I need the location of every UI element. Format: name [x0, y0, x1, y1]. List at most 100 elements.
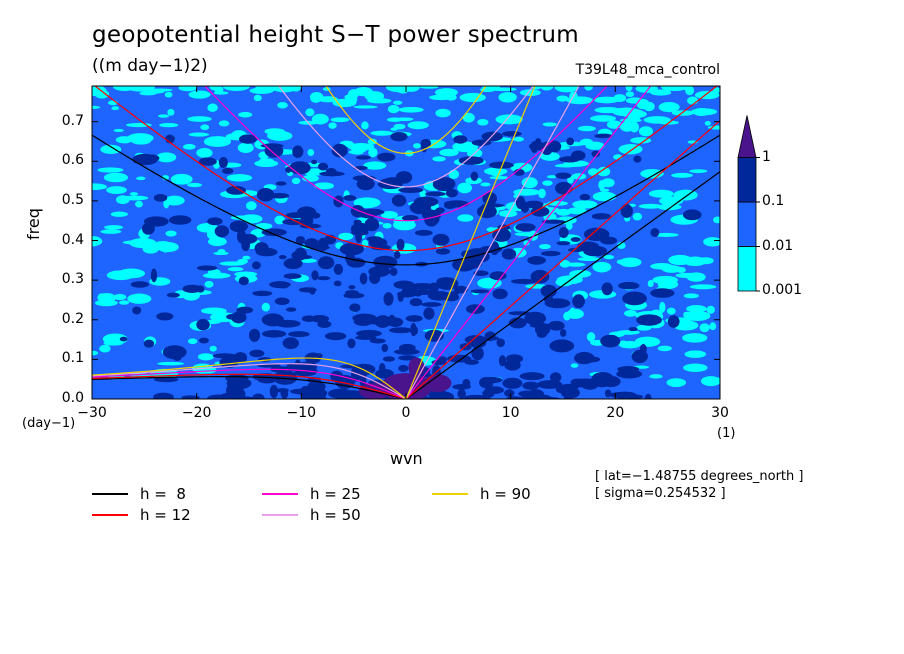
high-power-patch: [130, 281, 149, 288]
low-power-patch: [126, 86, 154, 92]
low-power-patch: [238, 111, 253, 118]
high-power-patch: [182, 284, 202, 293]
high-power-patch: [231, 222, 240, 229]
low-power-patch: [565, 276, 583, 281]
low-power-patch: [638, 126, 654, 137]
low-power-patch: [183, 143, 196, 150]
low-power-patch: [200, 124, 210, 131]
high-power-patch: [198, 157, 217, 166]
low-power-patch: [367, 138, 378, 145]
low-power-patch: [94, 299, 118, 307]
high-power-patch: [166, 292, 180, 298]
high-power-patch: [324, 332, 347, 341]
low-power-patch: [650, 263, 674, 270]
low-power-patch: [237, 142, 254, 154]
high-power-patch: [452, 258, 476, 272]
low-power-patch: [606, 120, 622, 129]
low-power-patch: [129, 192, 139, 196]
high-power-patch: [445, 188, 458, 198]
high-power-patch: [508, 317, 527, 329]
high-power-patch: [274, 297, 290, 305]
low-power-patch: [653, 232, 679, 237]
low-power-patch: [99, 344, 111, 353]
high-power-patch: [579, 193, 591, 201]
low-power-patch: [113, 293, 127, 301]
high-power-patch: [441, 392, 455, 399]
low-power-patch: [190, 92, 204, 99]
dispersion-curve-h25: [92, 368, 407, 399]
low-power-patch: [683, 311, 691, 316]
low-power-patch: [266, 130, 293, 141]
high-power-patch: [325, 168, 337, 176]
low-power-patch: [498, 92, 517, 103]
high-power-patch: [540, 250, 561, 257]
high-power-patch: [432, 233, 450, 246]
high-power-patch: [356, 177, 375, 191]
high-power-patch: [292, 145, 304, 158]
high-power-patch: [347, 338, 356, 349]
low-power-patch: [94, 89, 110, 99]
low-power-patch: [222, 86, 250, 92]
high-power-patch: [473, 270, 489, 277]
low-power-patch: [217, 249, 226, 255]
chart-units: ((m day−1)2): [92, 56, 208, 76]
high-power-patch: [226, 313, 240, 320]
high-power-patch: [252, 290, 273, 297]
high-power-patch: [631, 349, 648, 364]
low-power-patch: [165, 230, 177, 237]
low-power-patch: [712, 87, 720, 93]
x-tick-label: 30: [711, 405, 729, 421]
latitude-note: [ lat=−1.48755 degrees_north ]: [595, 469, 804, 484]
high-power-patch: [399, 343, 416, 352]
high-power-patch: [489, 161, 514, 169]
low-power-patch: [318, 96, 339, 103]
high-power-patch: [294, 247, 307, 261]
high-power-patch: [397, 292, 404, 302]
high-power-patch: [156, 312, 174, 321]
high-power-patch: [375, 368, 394, 379]
x-tick-label: 20: [606, 405, 625, 421]
high-power-patch: [468, 337, 487, 349]
high-power-patch: [393, 250, 401, 259]
y-tick-label: 0.7: [61, 112, 84, 129]
high-power-patch: [143, 339, 155, 348]
y-axis-unit: (day−1): [22, 416, 76, 431]
colorbar-segment: [737, 246, 757, 292]
low-power-patch: [187, 182, 203, 188]
high-power-patch: [549, 372, 562, 383]
legend-swatch: [92, 493, 128, 495]
low-power-patch: [477, 118, 489, 126]
high-power-patch: [541, 219, 566, 224]
high-power-patch: [489, 241, 500, 256]
dispersion-curve-h90: [92, 357, 407, 399]
high-power-patch: [153, 376, 179, 383]
high-power-patch: [353, 316, 374, 326]
low-power-patch: [393, 123, 406, 130]
high-power-patch: [682, 209, 702, 221]
low-power-patch: [110, 211, 129, 217]
high-power-patch: [276, 388, 289, 393]
high-power-patch: [373, 255, 398, 269]
low-power-patch: [635, 86, 659, 93]
high-power-patch: [524, 311, 547, 326]
low-power-patch: [624, 310, 638, 317]
low-power-patch: [712, 216, 720, 224]
dispersion-curve-h90: [405, 86, 536, 399]
low-power-patch: [363, 161, 387, 170]
low-power-patch: [167, 108, 175, 116]
high-power-patch: [555, 181, 573, 195]
low-power-patch: [676, 266, 686, 274]
high-power-patch: [513, 168, 525, 176]
low-power-patch: [255, 222, 273, 230]
legend-swatch: [92, 514, 128, 516]
high-power-patch: [570, 237, 581, 242]
low-power-patch: [513, 136, 525, 142]
high-power-patch: [317, 276, 331, 281]
high-power-patch: [333, 280, 342, 287]
low-power-patch: [556, 95, 569, 102]
low-power-patch: [311, 113, 329, 125]
low-power-patch: [571, 173, 587, 180]
high-power-patch: [437, 356, 448, 363]
low-power-patch: [462, 112, 475, 123]
high-power-patch: [612, 391, 637, 399]
